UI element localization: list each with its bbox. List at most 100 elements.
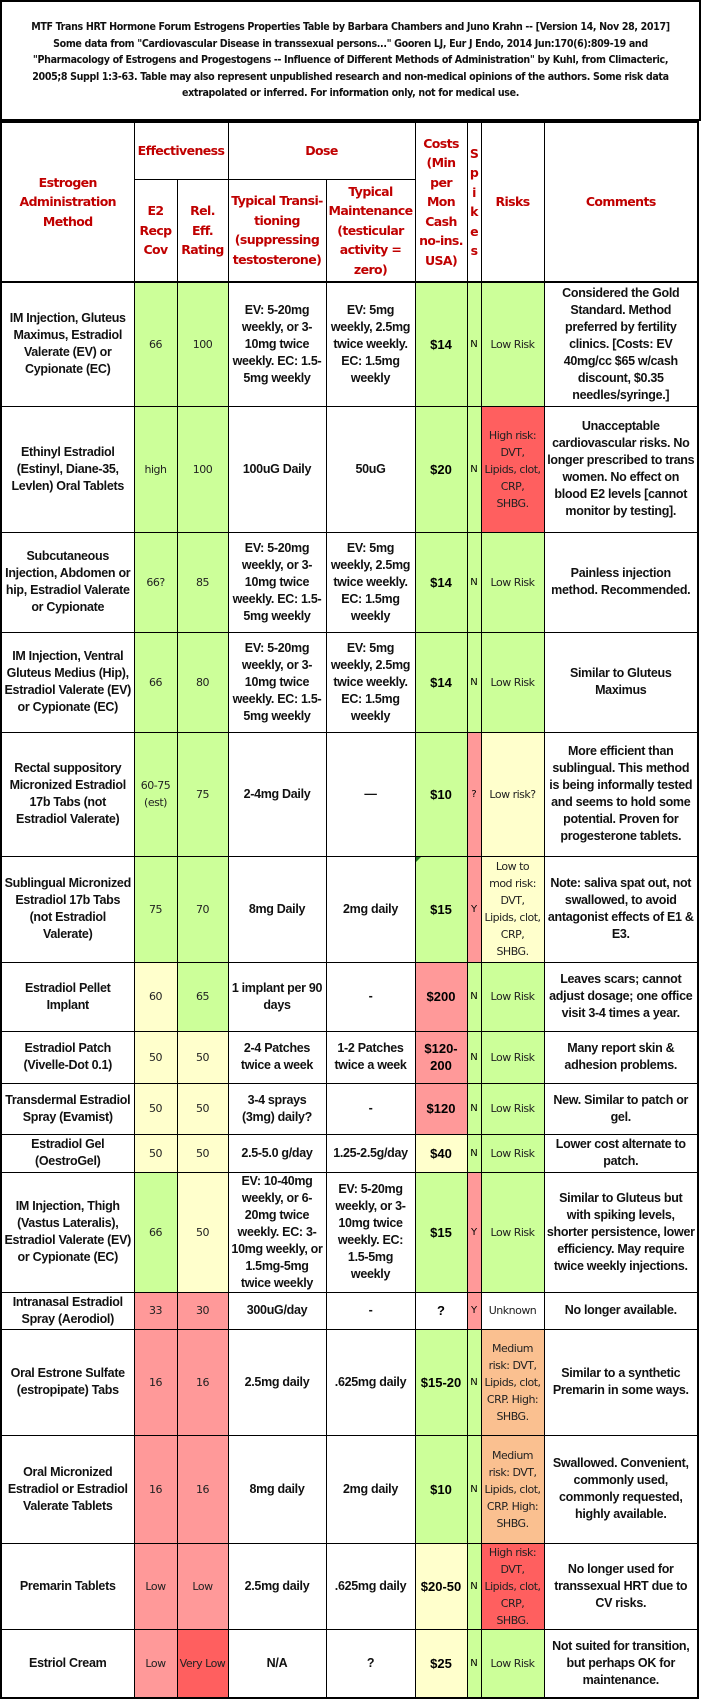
method-cell: Premarin Tablets xyxy=(0,1542,135,1630)
maintenance-dose-cell: - xyxy=(325,1291,416,1330)
risk-cell: Low Risk xyxy=(480,1171,545,1293)
e2-recp-cov-cell: 33 xyxy=(133,1291,178,1330)
method-cell: IM Injection, Gluteus Maximus, Estradiol… xyxy=(0,281,135,407)
comment-cell: Similar to a synthetic Premarin in some … xyxy=(543,1328,699,1436)
risk-cell: Low Risk xyxy=(480,1133,545,1173)
cost-cell: $200 xyxy=(414,961,468,1032)
rel-eff-rating-cell: Low xyxy=(176,1542,229,1630)
rel-eff-rating-cell: 30 xyxy=(176,1291,229,1330)
method-cell: Rectal suppository Micronized Estradiol … xyxy=(0,731,135,857)
spikes-cell: N xyxy=(466,1030,482,1084)
table-row: IM Injection, Gluteus Maximus, Estradiol… xyxy=(0,281,699,407)
table-row: Transdermal Estradiol Spray (Evamist) 50… xyxy=(0,1082,699,1135)
table-row: Oral Micronized Estradiol or Estradiol V… xyxy=(0,1434,699,1544)
method-cell: Oral Micronized Estradiol or Estradiol V… xyxy=(0,1434,135,1544)
table-row: Rectal suppository Micronized Estradiol … xyxy=(0,731,699,857)
maintenance-dose-cell: 2mg daily xyxy=(325,1434,416,1544)
cost-cell: $25 xyxy=(414,1628,468,1699)
method-cell: Sublingual Micronized Estradiol 17b Tabs… xyxy=(0,855,135,963)
rel-eff-rating-cell: 80 xyxy=(176,631,229,733)
transitioning-dose-cell: 100uG Daily xyxy=(227,405,327,533)
title-line: extrapolated or inferred. For informatio… xyxy=(181,87,520,99)
cost-cell: $20 xyxy=(414,405,468,533)
rel-eff-rating-cell: 100 xyxy=(176,405,229,533)
transitioning-dose-cell: 2-4mg Daily xyxy=(227,731,327,857)
comment-cell: Leaves scars; cannot adjust dosage; one … xyxy=(543,961,699,1032)
e2-recp-cov-cell: high xyxy=(133,405,178,533)
rel-eff-rating-cell: 16 xyxy=(176,1434,229,1544)
rel-eff-rating-cell: Very Low xyxy=(176,1628,229,1699)
maintenance-dose-cell: EV: 5mg weekly, 2.5mg twice weekly. EC: … xyxy=(325,631,416,733)
comment-cell: Note: saliva spat out, not swallowed, to… xyxy=(543,855,699,963)
method-cell: Estradiol Patch (Vivelle-Dot 0.1) xyxy=(0,1030,135,1084)
header-effectiveness: Effectiveness xyxy=(133,121,229,180)
table-row: Estriol Cream Low Very Low N/A ? $25 N L… xyxy=(0,1628,699,1699)
risk-cell: High risk: DVT, Lipids, clot, CRP, SHBG. xyxy=(480,405,545,533)
risk-cell: High risk: DVT, Lipids, clot, CRP, SHBG. xyxy=(480,1542,545,1630)
transitioning-dose-cell: 300uG/day xyxy=(227,1291,327,1330)
method-cell: Estriol Cream xyxy=(0,1628,135,1699)
e2-recp-cov-cell: 66? xyxy=(133,531,178,633)
e2-recp-cov-cell: 50 xyxy=(133,1030,178,1084)
transitioning-dose-cell: EV: 5-20mg weekly, or 3-10mg twice weekl… xyxy=(227,281,327,407)
table-row: Oral Estrone Sulfate (estropipate) Tabs … xyxy=(0,1328,699,1436)
header-comments: Comments xyxy=(543,121,699,283)
header-dose: Dose xyxy=(227,121,416,180)
title-block-frame: MTF Trans HRT Hormone Forum Estrogens Pr… xyxy=(0,0,701,121)
transitioning-dose-cell: 2.5mg daily xyxy=(227,1542,327,1630)
method-cell: Intranasal Estradiol Spray (Aerodiol) xyxy=(0,1291,135,1330)
estrogens-table: Estrogen Administration Method Effective… xyxy=(0,121,700,1699)
maintenance-dose-cell: ? xyxy=(325,1628,416,1699)
table-row: Sublingual Micronized Estradiol 17b Tabs… xyxy=(0,855,699,963)
method-cell: Transdermal Estradiol Spray (Evamist) xyxy=(0,1082,135,1135)
method-cell: Subcutaneous Injection, Abdomen or hip, … xyxy=(0,531,135,633)
header-method: Estrogen Administration Method xyxy=(0,121,135,283)
risk-cell: Low to mod risk: DVT, Lipids, clot, CRP,… xyxy=(480,855,545,963)
title-line: Some data from "Cardiovascular Disease i… xyxy=(53,37,648,50)
table-row: Estradiol Pellet Implant 60 65 1 implant… xyxy=(0,961,699,1032)
risk-cell: Low Risk xyxy=(480,531,545,633)
comment-cell: Similar to Gluteus Maximus xyxy=(543,631,699,733)
spikes-cell: N xyxy=(466,961,482,1032)
e2-recp-cov-cell: 75 xyxy=(133,855,178,963)
transitioning-dose-cell: 3-4 sprays (3mg) daily? xyxy=(227,1082,327,1135)
method-cell: IM Injection, Ventral Gluteus Medius (Hi… xyxy=(0,631,135,733)
e2-recp-cov-cell: 66 xyxy=(133,281,178,407)
rel-eff-rating-cell: 50 xyxy=(176,1082,229,1135)
cost-cell: $15-20 xyxy=(414,1328,468,1436)
maintenance-dose-cell: 1.25-2.5g/day xyxy=(325,1133,416,1173)
comment-cell: No longer available. xyxy=(543,1291,699,1330)
risk-cell: Low Risk xyxy=(480,281,545,407)
comment-cell: Many report skin & adhesion problems. xyxy=(543,1030,699,1084)
maintenance-dose-cell: — xyxy=(325,731,416,857)
cost-cell: $15 xyxy=(414,855,468,963)
method-cell: IM Injection, Thigh (Vastus Lateralis), … xyxy=(0,1171,135,1293)
cost-cell: $120-200 xyxy=(414,1030,468,1084)
maintenance-dose-cell: - xyxy=(325,1082,416,1135)
transitioning-dose-cell: 2-4 Patches twice a week xyxy=(227,1030,327,1084)
transitioning-dose-cell: 2.5-5.0 g/day xyxy=(227,1133,327,1173)
header-spikes: S p i k e s xyxy=(466,121,482,283)
spikes-cell: N xyxy=(466,531,482,633)
cost-cell: $10 xyxy=(414,731,468,857)
spikes-cell: Y xyxy=(466,1291,482,1330)
risk-cell: Unknown xyxy=(480,1291,545,1330)
comment-cell: Considered the Gold Standard. Method pre… xyxy=(543,281,699,407)
maintenance-dose-cell: .625mg daily xyxy=(325,1328,416,1436)
cost-cell: ? xyxy=(414,1291,468,1330)
header-rel-eff-rating: Rel. Eff. Rating xyxy=(176,178,229,283)
cost-cell: $14 xyxy=(414,281,468,407)
header-typical-maintenance: Typical Maintenance (testicular activity… xyxy=(325,178,416,283)
rel-eff-rating-cell: 16 xyxy=(176,1328,229,1436)
header-costs: Costs (Min per Mon Cash no-ins. USA) xyxy=(414,121,468,283)
cost-cell: $14 xyxy=(414,631,468,733)
cost-cell: $20-50 xyxy=(414,1542,468,1630)
spikes-cell: N xyxy=(466,281,482,407)
title-line: "Pharmacology of Estrogens and Progestog… xyxy=(32,54,669,66)
spikes-cell: N xyxy=(466,405,482,533)
cost-cell: $120 xyxy=(414,1082,468,1135)
risk-cell: Medium risk: DVT, Lipids, clot, CRP. Hig… xyxy=(480,1434,545,1544)
table-row: Subcutaneous Injection, Abdomen or hip, … xyxy=(0,531,699,633)
spikes-cell: N xyxy=(466,1542,482,1630)
spikes-cell: Y xyxy=(466,1171,482,1293)
